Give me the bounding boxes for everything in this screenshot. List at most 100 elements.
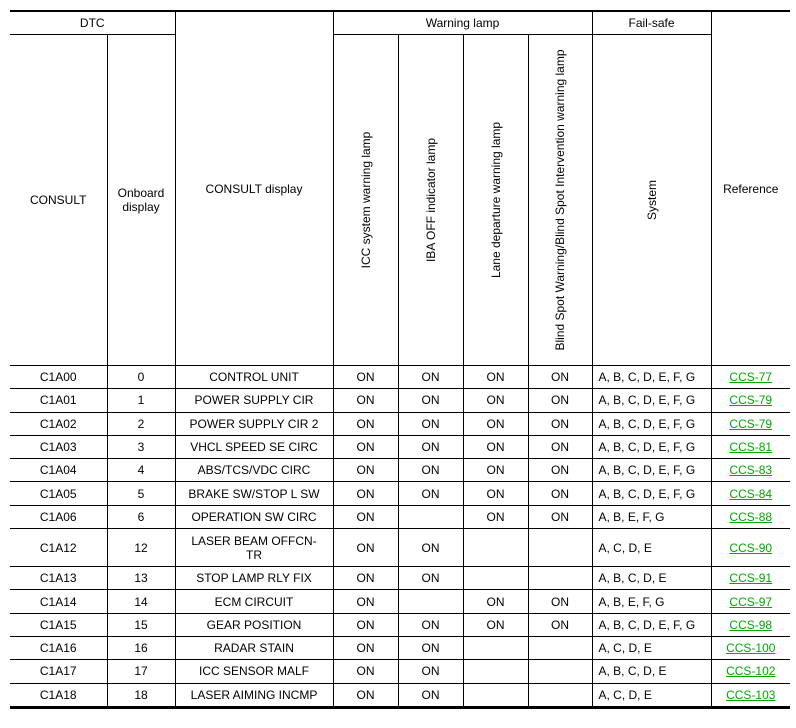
cell-onboard: 5 — [106, 481, 176, 506]
cell-lane: ON — [462, 388, 529, 413]
cell-iba: ON — [397, 635, 464, 661]
cell-lane — [462, 682, 529, 708]
cell-onboard: 13 — [106, 566, 176, 591]
reference-link[interactable]: CCS-84 — [729, 486, 773, 501]
cell-bsw: ON — [527, 411, 593, 436]
cell-lane: ON — [462, 434, 529, 460]
cell-onboard: 18 — [106, 682, 176, 708]
cell-bsw: ON — [527, 481, 593, 506]
cell-consult: C1A17 — [10, 659, 108, 684]
cell-bsw: ON — [527, 388, 593, 413]
cell-system: A, B, C, D, E — [591, 566, 712, 591]
reference-link[interactable]: CCS-90 — [729, 540, 773, 555]
cell-ref: CCS-102 — [710, 659, 790, 684]
reference-link[interactable]: CCS-83 — [729, 463, 773, 478]
cell-onboard: 17 — [106, 659, 176, 684]
cell-iba: ON — [397, 434, 464, 460]
cell-consult: C1A04 — [10, 458, 108, 483]
dtc-table: DTC CONSULT display Warning lamp Fail-sa… — [10, 10, 790, 709]
header-consult: CONSULT — [10, 34, 108, 366]
reference-link[interactable]: CCS-91 — [729, 571, 773, 586]
reference-link[interactable]: CCS-81 — [729, 440, 773, 455]
cell-display: POWER SUPPLY CIR — [174, 388, 334, 413]
cell-consult: C1A01 — [10, 388, 108, 413]
cell-system: A, B, C, D, E, F, G — [591, 364, 712, 390]
cell-consult: C1A18 — [10, 682, 108, 708]
cell-bsw: ON — [527, 612, 593, 637]
cell-display: GEAR POSITION — [174, 612, 334, 637]
cell-display: ABS/TCS/VDC CIRC — [174, 458, 334, 483]
cell-bsw: ON — [527, 504, 593, 530]
cell-bsw: ON — [527, 434, 593, 460]
table-row: C1A00 0 CONTROL UNIT ON ON ON ON A, B, C, D, E,… — [10, 364, 790, 390]
table-row: C1A14 14 ECM CIRCUIT ON ON ON A, B, E, F, G CCS… — [10, 589, 790, 614]
cell-consult: C1A03 — [10, 434, 108, 460]
table-row: C1A15 15 GEAR POSITION ON ON ON ON A, B, C, D, … — [10, 612, 790, 637]
cell-onboard: 3 — [106, 434, 176, 460]
cell-ref: CCS-83 — [710, 458, 790, 483]
cell-bsw: ON — [527, 458, 593, 483]
cell-system: A, B, C, D, E, F, G — [591, 481, 712, 506]
cell-lane: ON — [462, 481, 529, 506]
cell-system: A, C, D, E — [591, 682, 712, 708]
cell-ref: CCS-98 — [710, 612, 790, 637]
table-row: C1A16 16 RADAR STAIN ON ON A, C, D, E CCS-100 — [10, 635, 790, 661]
cell-icc: ON — [332, 682, 399, 708]
header-warning-lamp: Warning lamp — [332, 10, 593, 35]
cell-system: A, B, C, D, E, F, G — [591, 388, 712, 413]
cell-lane: ON — [462, 411, 529, 436]
cell-lane: ON — [462, 364, 529, 390]
cell-consult: C1A00 — [10, 364, 108, 390]
cell-ref: CCS-79 — [710, 411, 790, 436]
cell-onboard: 2 — [106, 411, 176, 436]
reference-link[interactable]: CCS-102 — [726, 664, 776, 679]
cell-lane — [462, 566, 529, 591]
cell-ref: CCS-84 — [710, 481, 790, 506]
table-row: C1A05 5 BRAKE SW/STOP L SW ON ON ON ON A, B, C,… — [10, 481, 790, 506]
cell-system: A, B, C, D, E, F, G — [591, 411, 712, 436]
cell-onboard: 6 — [106, 504, 176, 530]
cell-lane: ON — [462, 612, 529, 637]
reference-link[interactable]: CCS-98 — [729, 617, 773, 632]
cell-consult: C1A02 — [10, 411, 108, 436]
cell-system: A, B, C, D, E — [591, 659, 712, 684]
cell-ref: CCS-81 — [710, 434, 790, 460]
cell-onboard: 15 — [106, 612, 176, 637]
cell-iba: ON — [397, 566, 464, 591]
reference-link[interactable]: CCS-100 — [726, 641, 776, 656]
reference-link[interactable]: CCS-77 — [729, 370, 773, 385]
header-dtc: DTC — [10, 10, 176, 35]
cell-ref: CCS-79 — [710, 388, 790, 413]
reference-link[interactable]: CCS-79 — [729, 416, 773, 431]
reference-link[interactable]: CCS-88 — [729, 509, 773, 524]
cell-display: OPERATION SW CIRC — [174, 504, 334, 530]
cell-system: A, B, C, D, E, F, G — [591, 434, 712, 460]
cell-display: ECM CIRCUIT — [174, 589, 334, 614]
cell-iba — [397, 589, 464, 614]
cell-iba — [397, 504, 464, 530]
table-row: C1A03 3 VHCL SPEED SE CIRC ON ON ON ON A, B, C,… — [10, 434, 790, 460]
cell-bsw: ON — [527, 364, 593, 390]
header-iba-lamp: IBA OFF indicator lamp — [397, 34, 464, 366]
cell-display: STOP LAMP RLY FIX — [174, 566, 334, 591]
cell-display: VHCL SPEED SE CIRC — [174, 434, 334, 460]
reference-link[interactable]: CCS-103 — [726, 687, 776, 702]
cell-iba: ON — [397, 528, 464, 568]
cell-bsw — [527, 635, 593, 661]
cell-onboard: 16 — [106, 635, 176, 661]
table-row: C1A04 4 ABS/TCS/VDC CIRC ON ON ON ON A, B, C, D… — [10, 458, 790, 483]
cell-system: A, B, C, D, E, F, G — [591, 612, 712, 637]
reference-link[interactable]: CCS-97 — [729, 594, 773, 609]
cell-iba: ON — [397, 458, 464, 483]
cell-iba: ON — [397, 364, 464, 390]
header-consult-display: CONSULT display — [174, 10, 334, 366]
cell-lane: ON — [462, 589, 529, 614]
reference-link[interactable]: CCS-79 — [729, 393, 773, 408]
cell-icc: ON — [332, 566, 399, 591]
cell-icc: ON — [332, 411, 399, 436]
cell-icc: ON — [332, 481, 399, 506]
cell-display: POWER SUPPLY CIR 2 — [174, 411, 334, 436]
cell-ref: CCS-77 — [710, 364, 790, 390]
cell-icc: ON — [332, 388, 399, 413]
